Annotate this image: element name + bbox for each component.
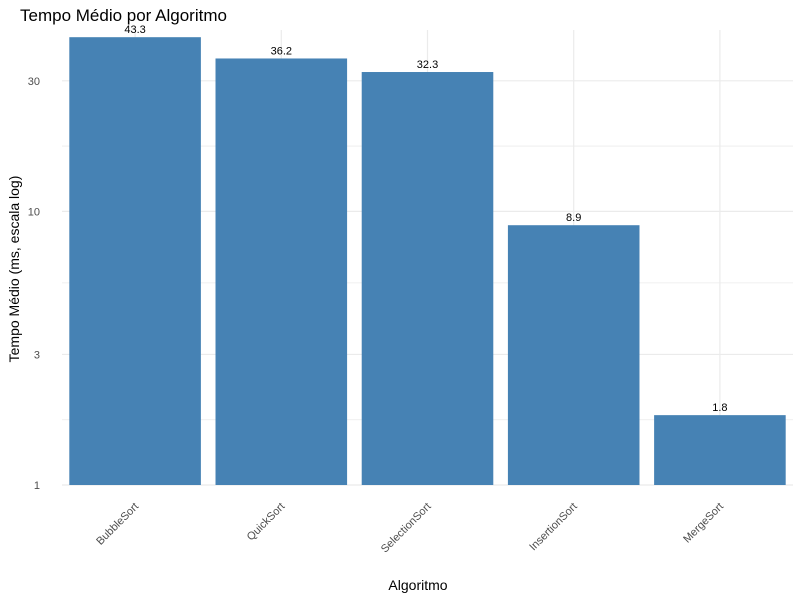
x-tick-label: MergeSort — [681, 501, 726, 546]
data-labels: 43.3 36.2 32.3 8.9 1.8 — [124, 24, 727, 414]
chart-title: Tempo Médio por Algoritmo — [20, 6, 227, 25]
x-axis-title: Algoritmo — [388, 577, 447, 593]
bar-selectionsort — [361, 72, 494, 485]
x-axis-ticks: BubbleSort QuickSort SelectionSort Insertio… — [94, 501, 726, 556]
x-tick-label: SelectionSort — [379, 501, 434, 556]
bar-bubblesort — [69, 37, 201, 486]
y-tick-label: 10 — [28, 206, 40, 218]
data-label: 36.2 — [271, 45, 292, 57]
bar-quicksort — [215, 58, 348, 485]
x-tick-label: BubbleSort — [94, 501, 141, 548]
bar-mergesort — [654, 415, 786, 485]
y-tick-label: 30 — [28, 76, 40, 88]
data-label: 43.3 — [124, 24, 145, 36]
x-tick-label: InsertionSort — [527, 501, 580, 554]
bars — [69, 37, 786, 486]
bar-insertionsort — [507, 225, 640, 486]
data-label: 8.9 — [566, 212, 581, 224]
data-label: 32.3 — [417, 59, 438, 71]
y-axis-title: Tempo Médio (ms, escala log) — [6, 176, 22, 363]
y-axis-ticks: 1 3 10 30 — [28, 76, 40, 492]
y-tick-label: 1 — [34, 480, 40, 492]
y-tick-label: 3 — [34, 349, 40, 361]
x-tick-label: QuickSort — [245, 501, 288, 544]
data-label: 1.8 — [712, 402, 727, 414]
